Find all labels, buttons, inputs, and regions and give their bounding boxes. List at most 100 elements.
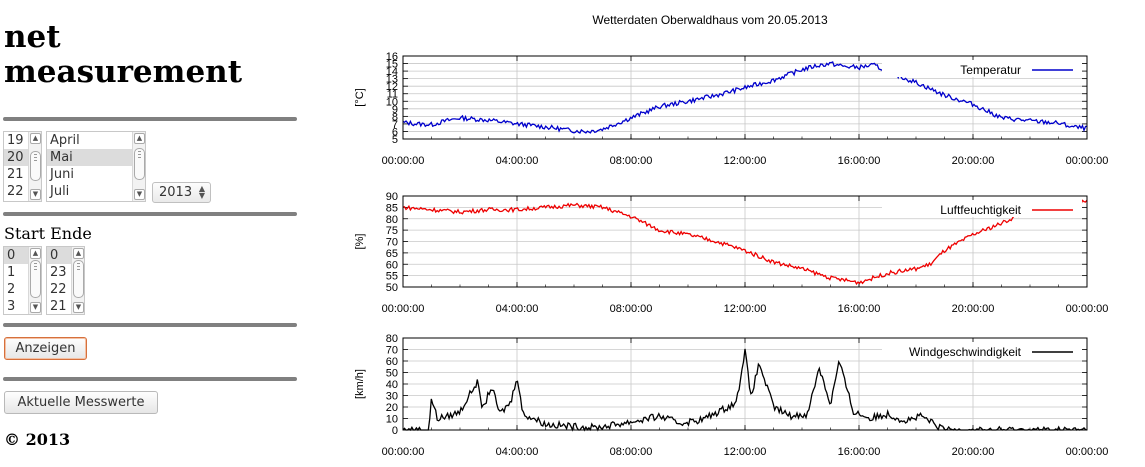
site-title-line1: net xyxy=(4,19,61,55)
scroll-down-icon[interactable]: ▼ xyxy=(30,189,41,200)
start-label: Start xyxy=(4,224,46,243)
y-tick-label: 60 xyxy=(386,356,398,368)
y-tick-label: 30 xyxy=(386,391,398,403)
y-tick-label: 15 xyxy=(386,59,398,71)
scroll-up-icon[interactable]: ▲ xyxy=(134,133,145,144)
legend-box xyxy=(882,200,1082,217)
legend-label: Luftfeuchtigkeit xyxy=(940,203,1021,217)
year-select[interactable]: 2013 ▲ ▼ xyxy=(152,182,211,203)
y-tick-label: 80 xyxy=(386,214,398,226)
month-option[interactable]: April xyxy=(50,133,80,148)
y-tick-label: 6 xyxy=(392,126,398,138)
start-hour-option[interactable]: 3 xyxy=(7,299,16,314)
scroll-thumb[interactable] xyxy=(134,148,145,180)
y-axis-label: [%] xyxy=(354,234,366,250)
scroll-thumb[interactable] xyxy=(73,260,84,298)
day-option[interactable]: 21 xyxy=(7,167,24,182)
y-tick-label: 5 xyxy=(392,134,398,146)
y-tick-label: 55 xyxy=(386,271,398,283)
y-tick-label: 80 xyxy=(386,333,398,345)
series-line xyxy=(402,199,1088,286)
end-hour-option[interactable]: 22 xyxy=(50,282,67,297)
show-button[interactable]: Anzeigen xyxy=(4,337,87,360)
sidebar: net measurement 19 20 21 22 ▲ ▼ April Ma… xyxy=(0,0,300,467)
x-tick-label: 04:00:00 xyxy=(496,303,539,315)
scroll-down-icon[interactable]: ▼ xyxy=(30,302,41,313)
month-option[interactable]: Juni xyxy=(50,167,74,182)
scroll-thumb[interactable] xyxy=(30,151,41,181)
y-tick-label: 90 xyxy=(386,191,398,203)
month-option[interactable]: Juli xyxy=(50,184,70,199)
x-tick-label: 04:00:00 xyxy=(496,446,539,458)
day-option[interactable]: 22 xyxy=(7,184,24,199)
divider xyxy=(3,377,297,381)
x-tick-label: 16:00:00 xyxy=(838,303,881,315)
copyright: © 2013 xyxy=(4,430,71,449)
y-tick-label: 50 xyxy=(386,282,398,294)
scroll-down-icon[interactable]: ▼ xyxy=(73,302,84,313)
y-tick-label: 12 xyxy=(386,81,398,93)
day-listbox[interactable]: 19 20 21 22 ▲ ▼ xyxy=(3,131,42,202)
current-values-button[interactable]: Aktuelle Messwerte xyxy=(4,391,158,414)
x-tick-label: 12:00:00 xyxy=(724,446,767,458)
y-tick-label: 13 xyxy=(386,74,398,86)
y-tick-label: 0 xyxy=(392,425,398,437)
day-listbox-scrollbar[interactable]: ▲ ▼ xyxy=(28,132,41,201)
end-label: Ende xyxy=(50,224,92,243)
scroll-down-icon[interactable]: ▼ xyxy=(134,189,145,200)
x-tick-label: 00:00:00 xyxy=(382,446,425,458)
month-listbox-scrollbar[interactable]: ▲ ▼ xyxy=(132,132,145,201)
end-hour-option[interactable]: 23 xyxy=(50,265,67,280)
legend-label: Temperatur xyxy=(960,63,1021,77)
y-tick-label: 40 xyxy=(386,379,398,391)
month-option-selected[interactable]: Mai xyxy=(47,149,145,166)
y-tick-label: 16 xyxy=(386,51,398,63)
y-tick-label: 70 xyxy=(386,237,398,249)
x-tick-label: 04:00:00 xyxy=(496,155,539,167)
y-tick-label: 50 xyxy=(386,368,398,380)
scroll-up-icon[interactable]: ▲ xyxy=(30,248,41,259)
y-tick-label: 20 xyxy=(386,402,398,414)
start-hour-option[interactable]: 1 xyxy=(7,265,16,280)
scroll-up-icon[interactable]: ▲ xyxy=(30,133,41,144)
end-hour-scrollbar[interactable]: ▲ ▼ xyxy=(71,247,84,314)
site-title: net measurement xyxy=(4,20,242,90)
divider xyxy=(3,117,297,121)
start-hour-scrollbar[interactable]: ▲ ▼ xyxy=(28,247,41,314)
series-line xyxy=(402,348,1088,432)
start-hour-listbox[interactable]: 0 1 2 3 ▲ ▼ xyxy=(3,246,42,315)
updown-chevron-icon: ▲ ▼ xyxy=(198,184,205,200)
x-tick-label: 12:00:00 xyxy=(724,303,767,315)
divider xyxy=(3,323,297,327)
x-tick-label: 20:00:00 xyxy=(952,303,995,315)
month-listbox[interactable]: April Mai Juni Juli ▲ ▼ xyxy=(46,131,146,202)
scroll-thumb[interactable] xyxy=(30,260,41,298)
start-hour-option[interactable]: 2 xyxy=(7,282,16,297)
time-range-label: Start Ende xyxy=(4,224,92,243)
y-tick-label: 75 xyxy=(386,225,398,237)
y-tick-label: 14 xyxy=(386,66,398,78)
scroll-up-icon[interactable]: ▲ xyxy=(73,248,84,259)
y-tick-label: 8 xyxy=(392,111,398,123)
x-tick-label: 20:00:00 xyxy=(952,155,995,167)
x-tick-label: 00:00:00 xyxy=(1066,155,1109,167)
y-tick-label: 70 xyxy=(386,345,398,357)
day-option[interactable]: 19 xyxy=(7,133,24,148)
plot-frame xyxy=(402,55,1088,140)
plot-frame xyxy=(402,195,1088,288)
y-axis-label: [°C] xyxy=(354,88,366,106)
y-tick-label: 9 xyxy=(392,104,398,116)
end-hour-listbox[interactable]: 0 23 22 21 ▲ ▼ xyxy=(46,246,85,315)
legend-box xyxy=(882,60,1082,77)
x-tick-label: 08:00:00 xyxy=(610,155,653,167)
end-hour-option[interactable]: 21 xyxy=(50,299,67,314)
y-tick-label: 65 xyxy=(386,248,398,260)
series-line xyxy=(402,61,1088,134)
y-tick-label: 85 xyxy=(386,202,398,214)
x-tick-label: 00:00:00 xyxy=(382,303,425,315)
year-value: 2013 xyxy=(159,185,193,200)
y-tick-label: 10 xyxy=(386,414,398,426)
